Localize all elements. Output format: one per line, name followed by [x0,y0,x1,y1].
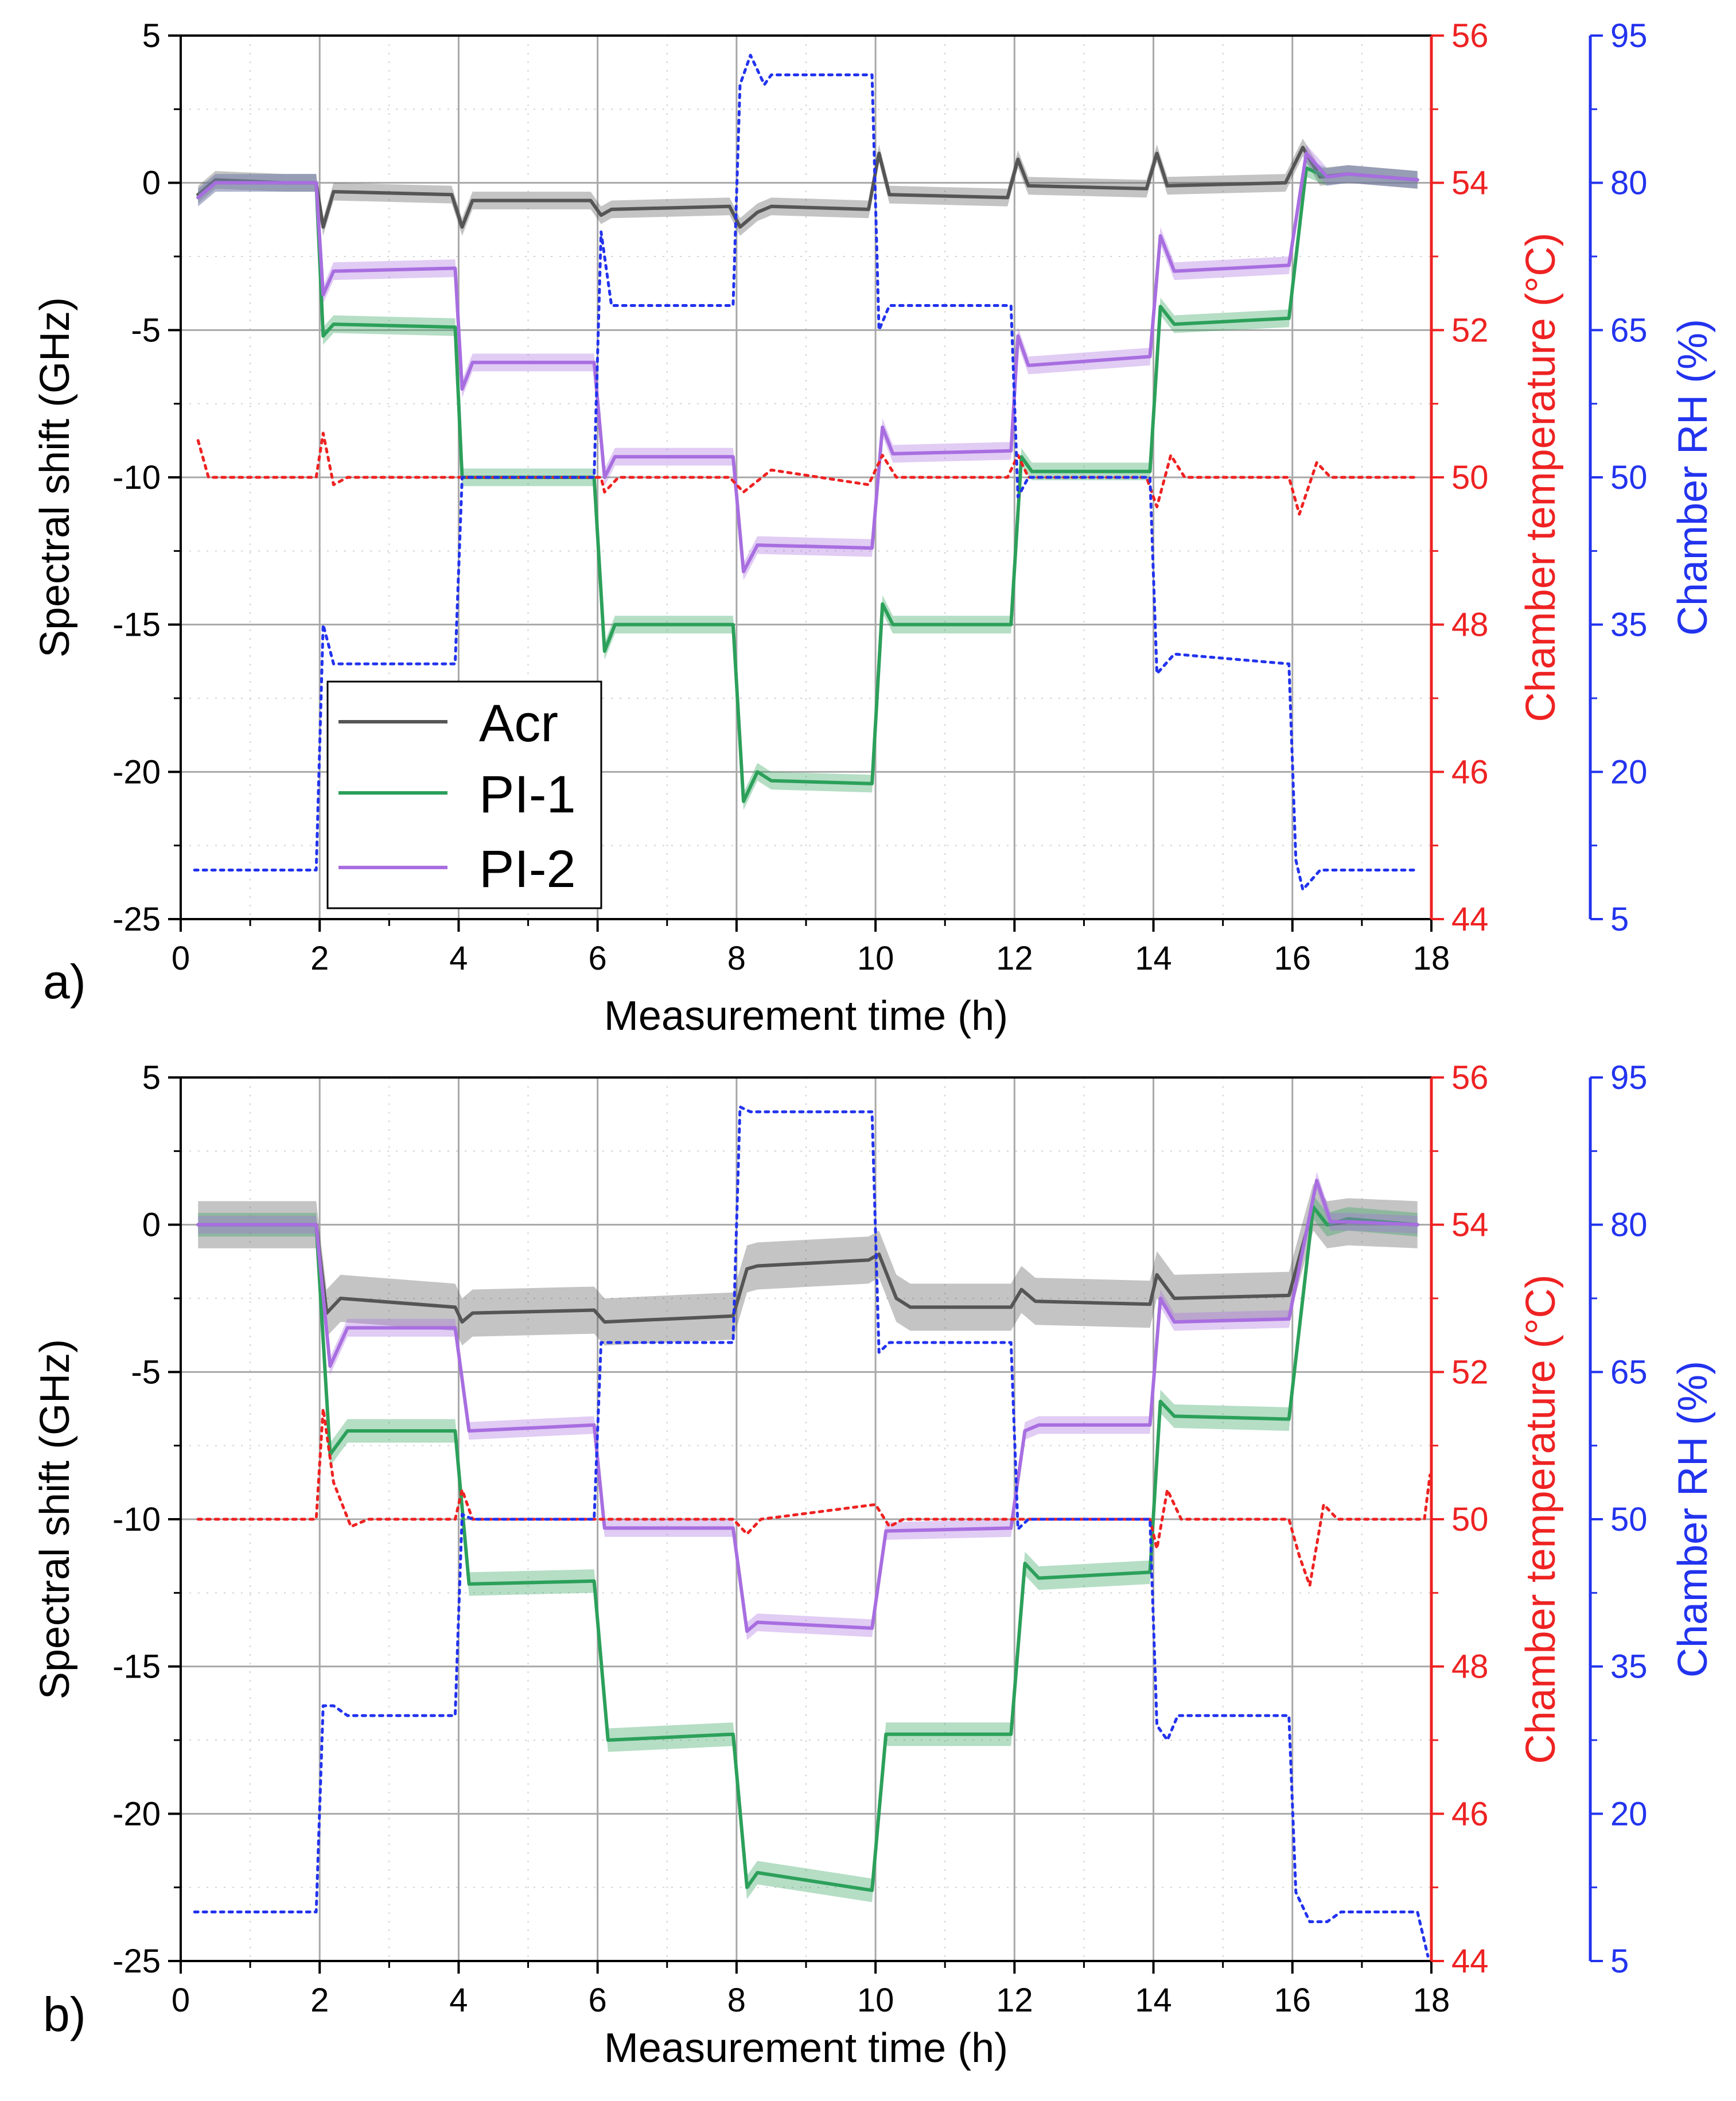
y3-tick-label: 5 [1610,1943,1629,1980]
x-tick-label: 0 [172,940,190,977]
x-tick-label: 6 [589,1982,607,2019]
y2-tick-label: 50 [1451,1501,1489,1538]
x-tick-label: 18 [1413,940,1450,977]
y3-tick-label: 50 [1610,459,1648,496]
series-line-4 [193,1105,1430,1958]
legend-label-pi2: PI-2 [479,840,576,898]
x-tick-label: 12 [996,1982,1033,2019]
y-tick-label: -25 [112,901,161,938]
x-tick-label: 18 [1413,1982,1450,2019]
y3-axis-title: Chamber RH (%) [1670,319,1716,636]
y3-tick-label: 65 [1610,1353,1648,1391]
y3-tick-label: 20 [1610,1795,1648,1832]
y-tick-label: 5 [142,17,161,55]
x-tick-label: 0 [172,1982,190,2019]
x-tick-label: 2 [310,940,329,977]
x-tick-label: 8 [727,940,746,977]
x-tick-label: 14 [1135,940,1172,977]
y2-tick-label: 48 [1451,1648,1489,1686]
y3-tick-label: 80 [1610,1207,1648,1244]
panel-label: b) [43,1987,86,2041]
x-tick-label: 6 [589,940,607,977]
y-axis-title: Spectral shift (GHz) [32,297,78,657]
x-tick-label: 10 [857,1982,894,2019]
y-tick-label: 5 [142,1059,161,1096]
y3-tick-label: 35 [1610,1648,1648,1686]
y3-tick-label: 35 [1610,606,1648,644]
y2-tick-label: 44 [1451,901,1489,938]
y2-tick-label: 52 [1451,1353,1489,1391]
y-axis-title: Spectral shift (GHz) [32,1339,78,1699]
y3-axis-title: Chamber RH (%) [1670,1361,1716,1678]
series-line-2 [196,1178,1419,1633]
legend: Acr PI-1 PI-2 [326,680,602,909]
x-tick-label: 4 [449,940,468,977]
y2-tick-label: 44 [1451,1943,1489,1980]
x-axis-title: Measurement time (h) [604,993,1008,1039]
x-tick-label: 8 [727,1982,746,2019]
y-tick-label: -15 [112,1648,161,1686]
legend-label-acr: Acr [479,694,558,753]
panel-label: a) [43,955,86,1009]
panel-a: 0 2 4 6 8 10 12 14 16 1850-5-10-15-20-25565452504… [32,17,1716,1039]
y2-tick-label: 46 [1451,1795,1489,1832]
y-tick-label: -5 [131,1353,161,1391]
series-line-1 [196,166,1419,803]
x-tick-label: 10 [857,940,894,977]
legend-label-pi1: PI-1 [479,765,576,824]
y3-tick-label: 20 [1610,753,1648,791]
legend-box [326,680,602,909]
x-tick-label: 16 [1274,940,1311,977]
y3-tick-label: 65 [1610,312,1648,349]
y3-tick-label: 50 [1610,1501,1648,1538]
series-line-1 [196,1205,1419,1892]
x-tick-label: 12 [996,940,1033,977]
series-line-0 [196,146,1419,229]
y2-axis-title: Chamber temperature (°C) [1518,232,1564,722]
y-tick-label: 0 [142,1207,161,1244]
y3-tick-label: 5 [1610,901,1629,938]
series-line-4 [193,53,1419,892]
x-axis-title: Measurement time (h) [604,2025,1008,2071]
y2-tick-label: 50 [1451,459,1489,496]
y-tick-label: -5 [131,312,161,349]
y-tick-label: -15 [112,606,161,644]
x-tick-label: 4 [449,1982,468,2019]
series-line-3 [196,431,1419,516]
y3-tick-label: 95 [1610,17,1648,55]
y2-axis-title: Chamber temperature (°C) [1518,1274,1564,1764]
y2-tick-label: 48 [1451,606,1489,644]
y3-tick-label: 95 [1610,1059,1648,1096]
y2-tick-label: 54 [1451,165,1489,202]
y-tick-label: -25 [112,1943,161,1980]
series-line-0 [196,1205,1419,1324]
x-tick-label: 16 [1274,1982,1311,2019]
y-tick-label: -10 [112,1501,161,1538]
y-tick-label: -20 [112,753,161,791]
x-tick-label: 2 [310,1982,329,2019]
y-tick-label: 0 [142,165,161,202]
series-line-3 [196,1407,1432,1587]
y2-tick-label: 46 [1451,753,1489,791]
y-tick-label: -20 [112,1795,161,1832]
y2-tick-label: 56 [1451,17,1489,55]
series-line-2 [196,151,1419,574]
x-tick-label: 14 [1135,1982,1172,2019]
y2-tick-label: 56 [1451,1059,1489,1096]
panel-b: 0 2 4 6 8 10 12 14 16 1850-5-10-15-20-25565452504… [32,1059,1716,2071]
y2-tick-label: 54 [1451,1207,1489,1244]
y-tick-label: -10 [112,459,161,496]
y2-tick-label: 52 [1451,312,1489,349]
y3-tick-label: 80 [1610,165,1648,202]
